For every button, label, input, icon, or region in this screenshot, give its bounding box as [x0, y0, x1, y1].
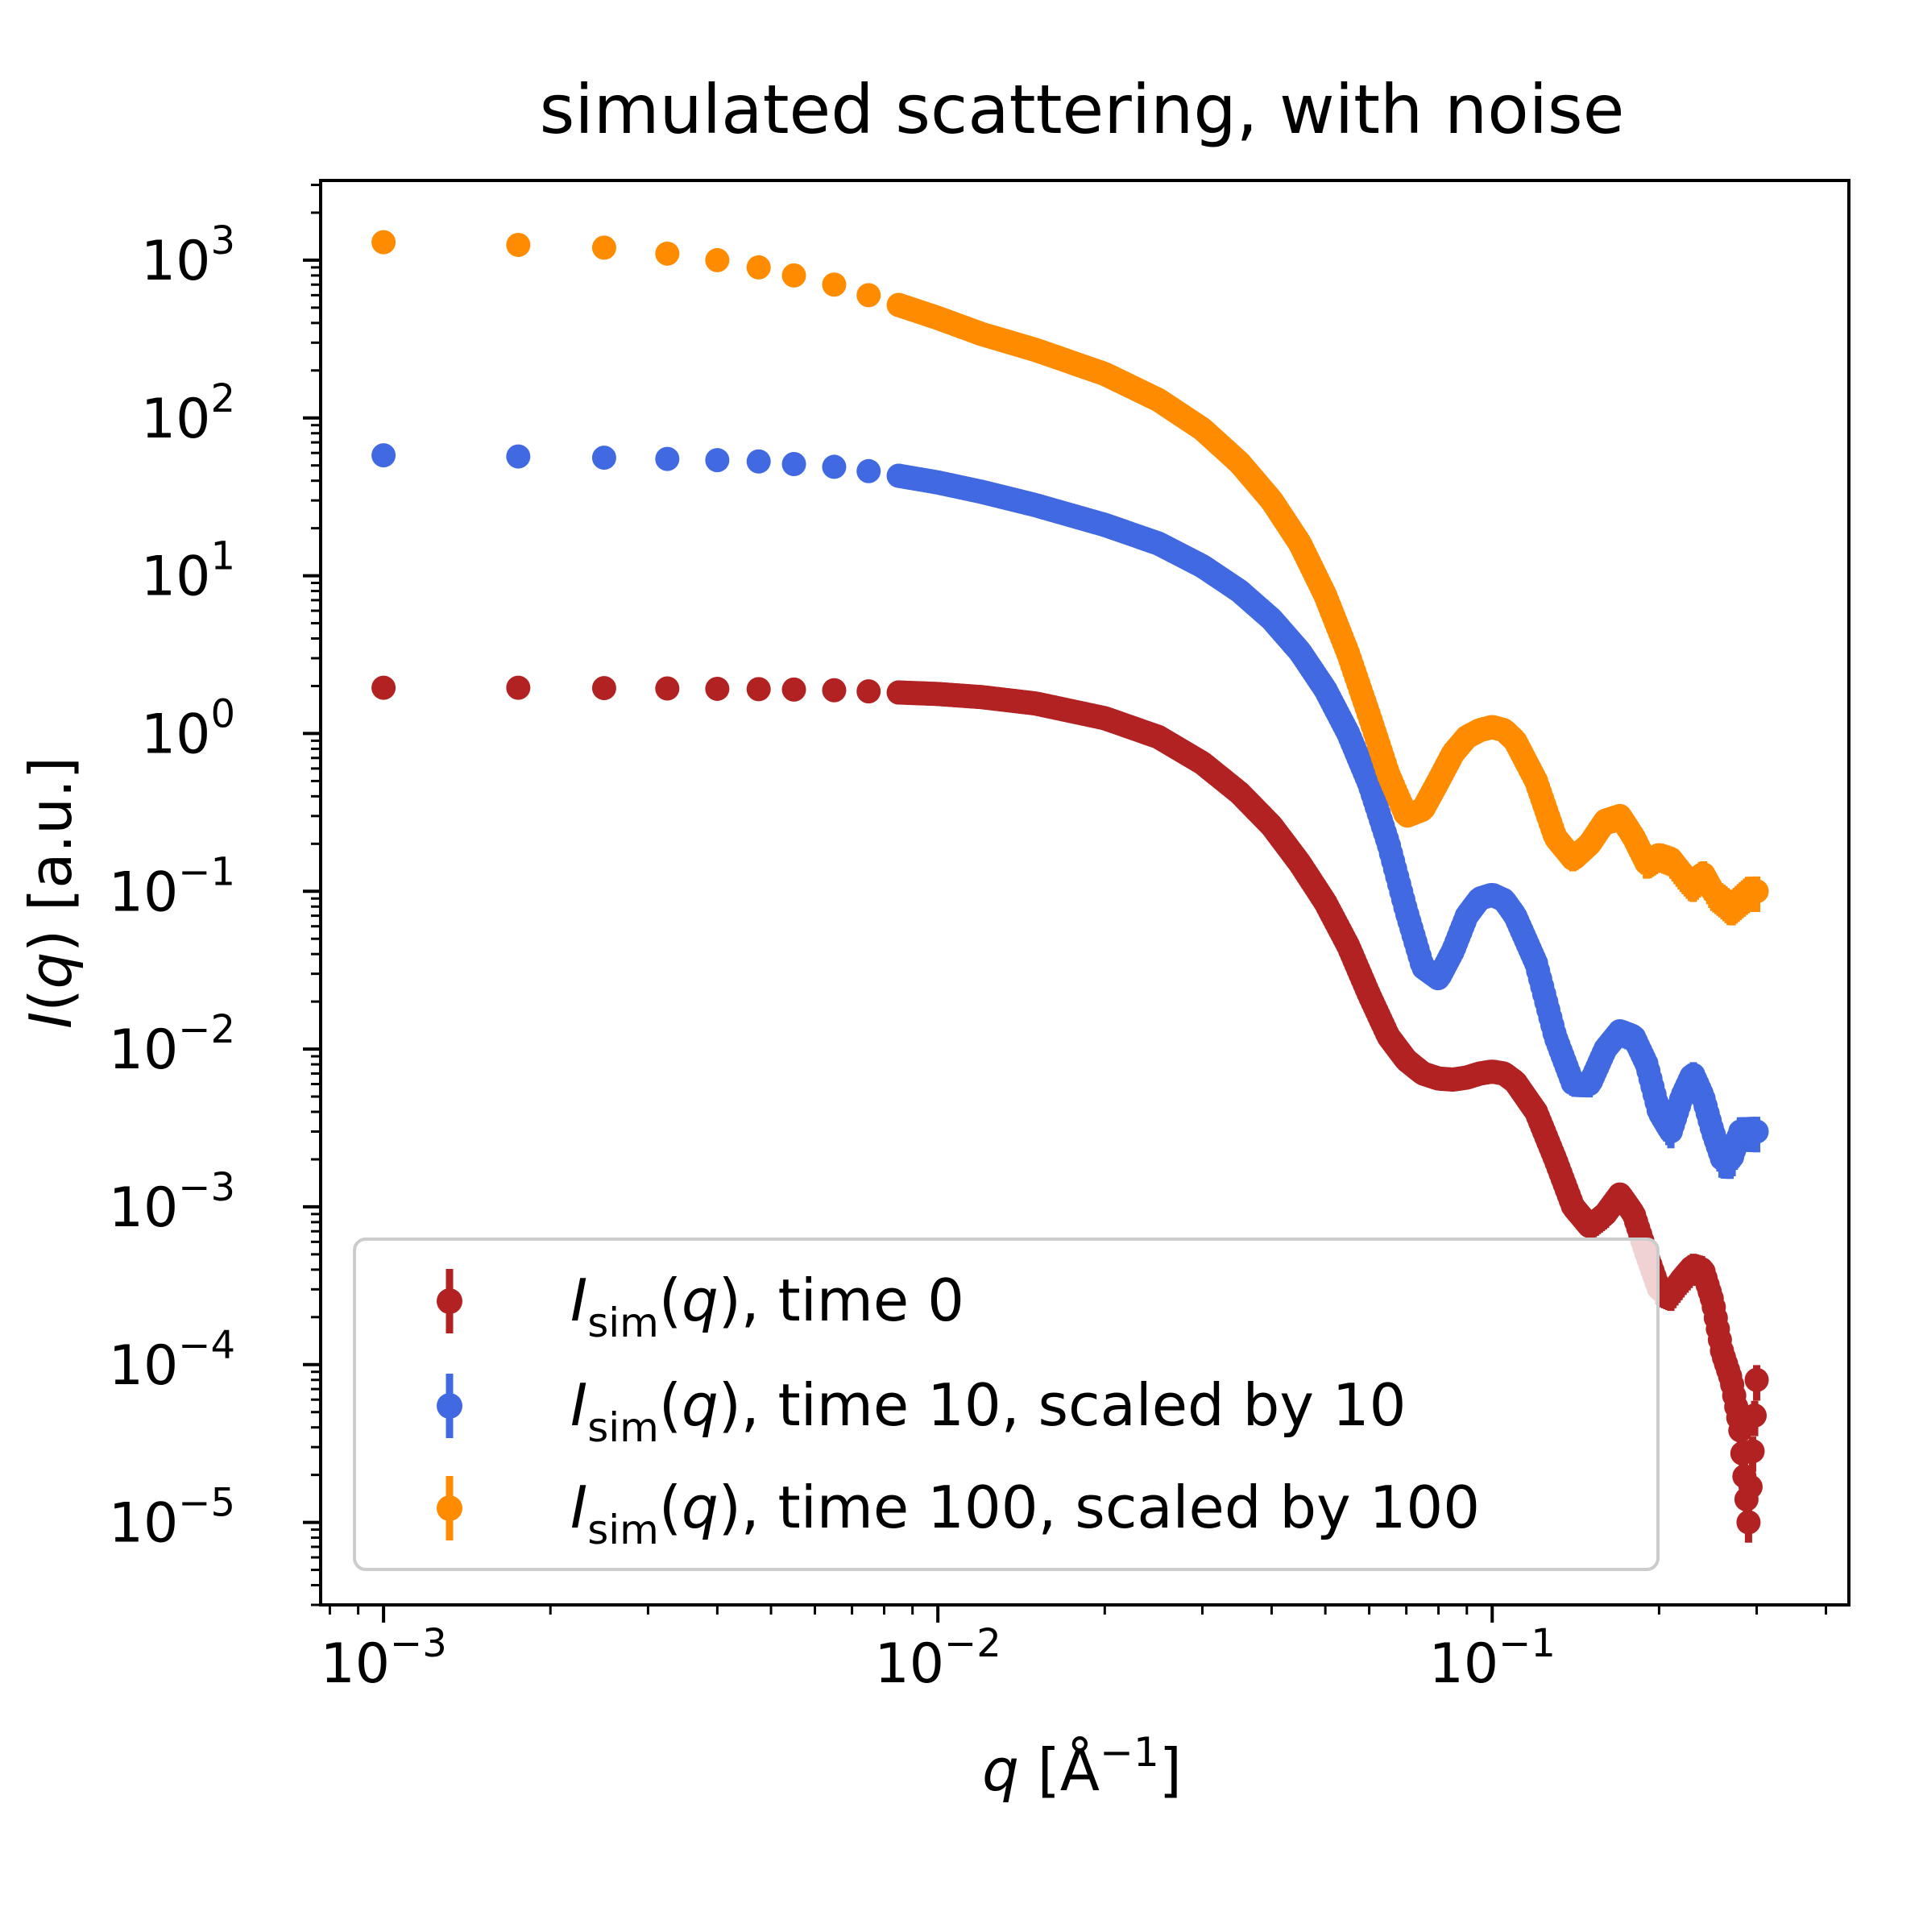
series-0-point — [705, 676, 730, 701]
series-0-point — [1738, 1474, 1763, 1499]
series-0-point — [1744, 1367, 1769, 1392]
series-2-point — [506, 232, 531, 257]
y-axis-label-func: I — [17, 1012, 85, 1029]
series-2-point — [591, 235, 616, 260]
series-1-point — [506, 444, 531, 469]
series-1-point — [705, 448, 730, 473]
legend-entry-1: Isim(q), time 10, scaled by 10 — [437, 1371, 1406, 1451]
x-axis-label: q [Å−1] — [982, 1729, 1182, 1804]
series-1-point — [1744, 1119, 1769, 1144]
x-axis-label-close: ] — [1159, 1736, 1182, 1804]
x-axis-label-unit: [Å — [1019, 1736, 1100, 1804]
series-0-point — [1736, 1510, 1761, 1535]
series-0-point — [822, 678, 847, 703]
series-2 — [371, 230, 1769, 926]
y-tick-label: 10−3 — [109, 1165, 235, 1240]
series-0-point — [781, 677, 806, 702]
legend-marker — [437, 1393, 462, 1419]
series-0-point — [371, 675, 396, 700]
y-axis-label-close: ) — [17, 930, 85, 952]
legend-marker — [437, 1288, 462, 1314]
y-tick-label: 10−2 — [109, 1007, 235, 1082]
y-tick-label: 101 — [141, 534, 235, 609]
series-0-point — [506, 675, 531, 700]
series-1-point — [856, 458, 881, 483]
data-marks — [371, 230, 1769, 1543]
x-axis-label-var: q — [982, 1736, 1019, 1804]
series-0-point — [746, 677, 771, 702]
y-axis-label-open: ( — [17, 989, 85, 1012]
series-1-point — [591, 446, 616, 471]
series-2-point — [1744, 879, 1769, 904]
axis-ticks: 10−3 10−2 10−1 103 102 101 100 10−1 10−2 10−3 10−4… — [109, 183, 1828, 1696]
series-2-point — [705, 247, 730, 272]
x-tick-label: 10−3 — [320, 1621, 446, 1696]
series-1 — [371, 443, 1769, 1180]
y-tick-label: 103 — [141, 218, 235, 293]
legend-label: Isim(q), time 100, scaled by 100 — [570, 1474, 1480, 1553]
series-1-point — [822, 454, 847, 479]
plot-area — [319, 179, 1850, 1607]
legend-label: Isim(q), time 10, scaled by 10 — [570, 1371, 1406, 1451]
series-0-point — [1740, 1439, 1765, 1464]
series-2-point — [371, 230, 396, 255]
series-2-point — [781, 263, 806, 288]
series-1-point — [655, 446, 680, 471]
series-1-point — [746, 449, 771, 474]
x-tick-label: 10−2 — [875, 1621, 1001, 1696]
legend-frame — [353, 1238, 1660, 1571]
series-1-point — [371, 443, 396, 468]
legend-marker — [437, 1495, 462, 1521]
y-tick-label: 10−4 — [109, 1323, 235, 1398]
x-axis-label-exp: −1 — [1100, 1729, 1159, 1776]
legend: Isim(q), time 0 Isim(q), time 10, scaled … — [353, 1238, 1660, 1571]
y-tick-label: 10−1 — [109, 849, 235, 924]
y-tick-label: 10−5 — [109, 1481, 235, 1556]
series-2-point — [746, 255, 771, 280]
series-2-point — [856, 283, 881, 308]
legend-label: Isim(q), time 0 — [570, 1267, 964, 1346]
series-0-point — [655, 676, 680, 701]
y-axis-label-arg: q — [17, 952, 85, 989]
y-axis-label-unit: [a.u.] — [17, 757, 85, 930]
legend-entry-2: Isim(q), time 100, scaled by 100 — [437, 1474, 1480, 1553]
series-0 — [371, 675, 1769, 1543]
series-0-point — [591, 676, 616, 701]
chart-title: simulated scattering, with noise — [540, 70, 1625, 149]
legend-entry-0: Isim(q), time 0 — [437, 1267, 964, 1346]
x-tick-label: 10−1 — [1429, 1621, 1556, 1696]
series-2-point — [822, 272, 847, 297]
series-0-point — [856, 679, 881, 704]
series-0-point — [1743, 1403, 1768, 1428]
y-tick-label: 102 — [141, 376, 235, 451]
y-tick-label: 100 — [141, 691, 235, 766]
series-1-point — [781, 452, 806, 477]
series-2-point — [655, 241, 680, 266]
y-axis-label: I(q) [a.u.] — [17, 757, 85, 1029]
